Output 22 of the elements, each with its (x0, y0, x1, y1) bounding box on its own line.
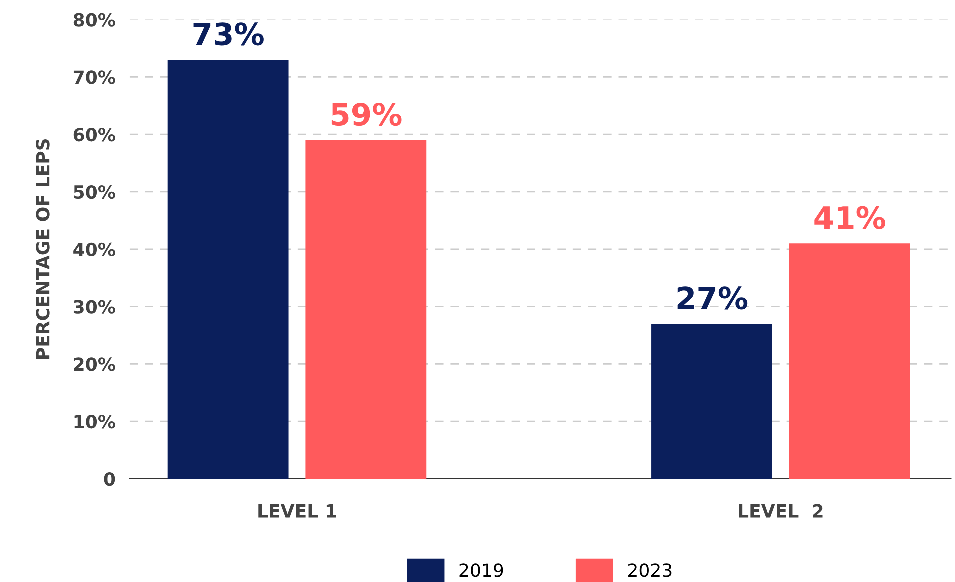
x-tick-label: LEVEL 2 (739, 504, 823, 518)
y-tick-label: 60% (74, 128, 116, 142)
y-tick-label: 80% (74, 13, 116, 27)
bar (789, 244, 910, 479)
data-label: 27% (678, 286, 748, 310)
y-tick-label: 50% (74, 185, 116, 200)
bar (652, 324, 772, 479)
data-label: 59% (332, 102, 402, 126)
data-label: 73% (194, 22, 264, 46)
x-tick-label: LEVEL 1 (258, 504, 336, 518)
bar (306, 140, 427, 479)
legend-label: 2023 (628, 564, 672, 578)
y-tick-label: 30% (74, 300, 116, 314)
y-tick-label: 70% (74, 70, 116, 84)
data-label: 41% (814, 206, 886, 230)
y-tick-label: 40% (74, 242, 116, 257)
y-axis-title: PERCENTAGE OF LEPS (36, 139, 50, 359)
y-tick-label: 10% (74, 415, 116, 429)
y-tick-label: 20% (74, 358, 116, 372)
bar (168, 60, 289, 479)
y-tick-label: 0 (104, 472, 116, 486)
legend-label: 2019 (460, 564, 504, 578)
